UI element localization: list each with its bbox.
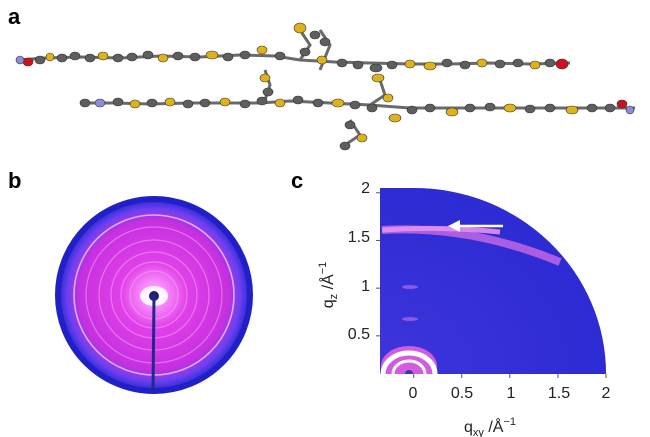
x-tick-label-1: 0.5 (451, 385, 473, 402)
sulfur-atom (445, 107, 459, 117)
sulfur-atom (316, 55, 328, 65)
carbon-atom (172, 51, 184, 61)
sulfur-atom (529, 60, 541, 70)
sulfur-atom (219, 97, 231, 107)
carbon-atom (69, 51, 81, 61)
carbon-atom (239, 99, 251, 109)
carbon-atom (84, 53, 96, 63)
atoms (15, 22, 635, 151)
y-tick-label-3: 2 (361, 180, 370, 197)
scattering-disk (55, 196, 253, 394)
sulfur-atom (205, 50, 219, 60)
carbon-atom (274, 51, 286, 61)
carbon-atom (239, 50, 251, 60)
carbon-atom (112, 53, 124, 63)
carbon-atom (544, 58, 556, 68)
carbon-atom (262, 87, 274, 97)
side-chain (263, 29, 387, 147)
carbon-atom (112, 97, 124, 107)
x-axis-label: qxy /Å−1 (464, 416, 516, 437)
molecule-structure (15, 22, 635, 151)
sulfur-atom (371, 73, 385, 83)
carbon-atom (349, 100, 361, 110)
x-ticks (413, 374, 607, 378)
sulfur-atom (259, 73, 271, 83)
carbon-atom (352, 60, 364, 70)
carbon-atom (484, 102, 496, 112)
carbon-atom (339, 141, 351, 151)
carbon-atom (146, 98, 158, 108)
y-tick-label-2: 1.5 (348, 229, 370, 246)
carbon-atom (56, 53, 68, 63)
sulfur-atom (382, 93, 394, 103)
carbon-atom (586, 103, 598, 113)
sulfur-atom (503, 103, 517, 113)
carbon-atom (512, 58, 524, 68)
carbon-atom (292, 95, 304, 105)
carbon-atom (424, 103, 436, 113)
sulfur-atom (476, 58, 488, 68)
carbon-atom (126, 52, 138, 62)
carbon-atom (459, 60, 471, 70)
carbon-atom (189, 52, 201, 62)
sulfur-atom (331, 98, 345, 108)
carbon-atom (199, 98, 211, 108)
sulfur-atom (45, 52, 55, 62)
carbon-atom (344, 120, 356, 130)
oxygen-atom (616, 99, 628, 109)
oxygen-atom (555, 58, 569, 70)
carbon-atom (312, 98, 324, 108)
carbon-atom (182, 99, 194, 109)
sulfur-atom (164, 97, 176, 107)
y-axis-label: qz /Å−1 (317, 262, 340, 309)
carbon-atom (524, 104, 536, 114)
sulfur-atom (388, 113, 402, 123)
carbon-atom (299, 47, 311, 57)
carbon-atom (464, 103, 476, 113)
carbon-atom (309, 30, 321, 40)
nitrogen-atom (15, 55, 25, 65)
panel-label-c: c (291, 168, 304, 193)
sulfur-atom (565, 105, 579, 115)
x-tick-label-4: 2 (602, 385, 611, 402)
x-tick-label-2: 1 (507, 385, 516, 402)
sulfur-atom (423, 61, 437, 71)
x-tick-label-3: 1.5 (548, 385, 570, 402)
sulfur-atom (404, 59, 416, 69)
panel-label-a: a (8, 4, 21, 29)
x-tick-label-0: 0 (409, 385, 418, 402)
annotation-arrowhead (448, 220, 460, 232)
carbon-atom (494, 59, 506, 69)
carbon-atom (406, 105, 418, 115)
carbon-atom (142, 50, 154, 60)
y-tick-label-1: 1 (361, 278, 370, 295)
panel-label-b: b (8, 168, 22, 193)
carbon-atom (222, 52, 234, 62)
oxygen-atom (22, 57, 34, 67)
giwaxs-plot: 0 0.5 1 1.5 2 0.5 1 1.5 2 qxy /Å−1 qz /Å… (317, 180, 611, 437)
carbon-atom (544, 103, 556, 113)
carbon-atom (256, 96, 268, 106)
y-tick-label-0: 0.5 (348, 326, 370, 343)
carbon-atom (336, 58, 348, 68)
sulfur-atom (97, 51, 109, 61)
carbon-atom (441, 58, 453, 68)
carbon-atom (34, 55, 46, 65)
sulfur-atom (157, 53, 169, 63)
sulfur-atom (356, 133, 368, 143)
carbon-atom (79, 98, 91, 108)
nitrogen-atom (625, 105, 635, 115)
sulfur-atom (274, 98, 286, 108)
carbon-atom (319, 37, 331, 47)
carbon-atom (366, 103, 378, 113)
carbon-atom (369, 63, 383, 73)
sulfur-atom (293, 22, 307, 34)
nitrogen-atom (94, 98, 106, 108)
y-ticks (376, 192, 380, 337)
sulfur-atom (129, 99, 141, 109)
sulfur-atom (256, 45, 268, 55)
carbon-atom (386, 60, 398, 70)
carbon-atom (604, 103, 616, 113)
